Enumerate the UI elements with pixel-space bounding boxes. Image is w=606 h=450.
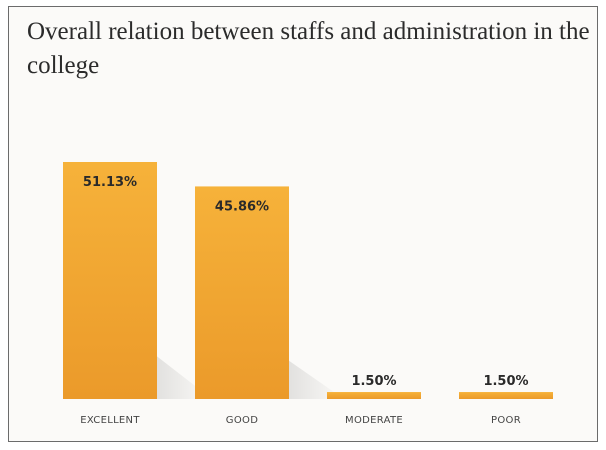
category-label-good: GOOD — [226, 415, 258, 426]
chart-title: Overall relation between staffs and admi… — [27, 18, 590, 79]
category-label-moderate: MODERATE — [345, 415, 403, 426]
data-label-poor: 1.50% — [483, 374, 528, 389]
bar-excellent — [63, 162, 157, 399]
bar-shadow — [157, 356, 212, 399]
bar-chart: 51.13% EXCELLENT 45.86% GOOD 1.50% MODERATE 1.… — [63, 162, 553, 426]
bar-poor — [459, 392, 553, 399]
data-label-moderate: 1.50% — [351, 374, 396, 389]
bar-good — [195, 186, 289, 399]
data-label-excellent: 51.13% — [83, 175, 137, 190]
category-label-poor: POOR — [491, 415, 521, 426]
bar-moderate — [327, 392, 421, 399]
data-label-good: 45.86% — [215, 199, 269, 214]
chart-frame: Overall relation between staffs and admi… — [8, 6, 598, 442]
category-label-excellent: EXCELLENT — [80, 415, 140, 426]
bar-shadow — [289, 360, 344, 399]
